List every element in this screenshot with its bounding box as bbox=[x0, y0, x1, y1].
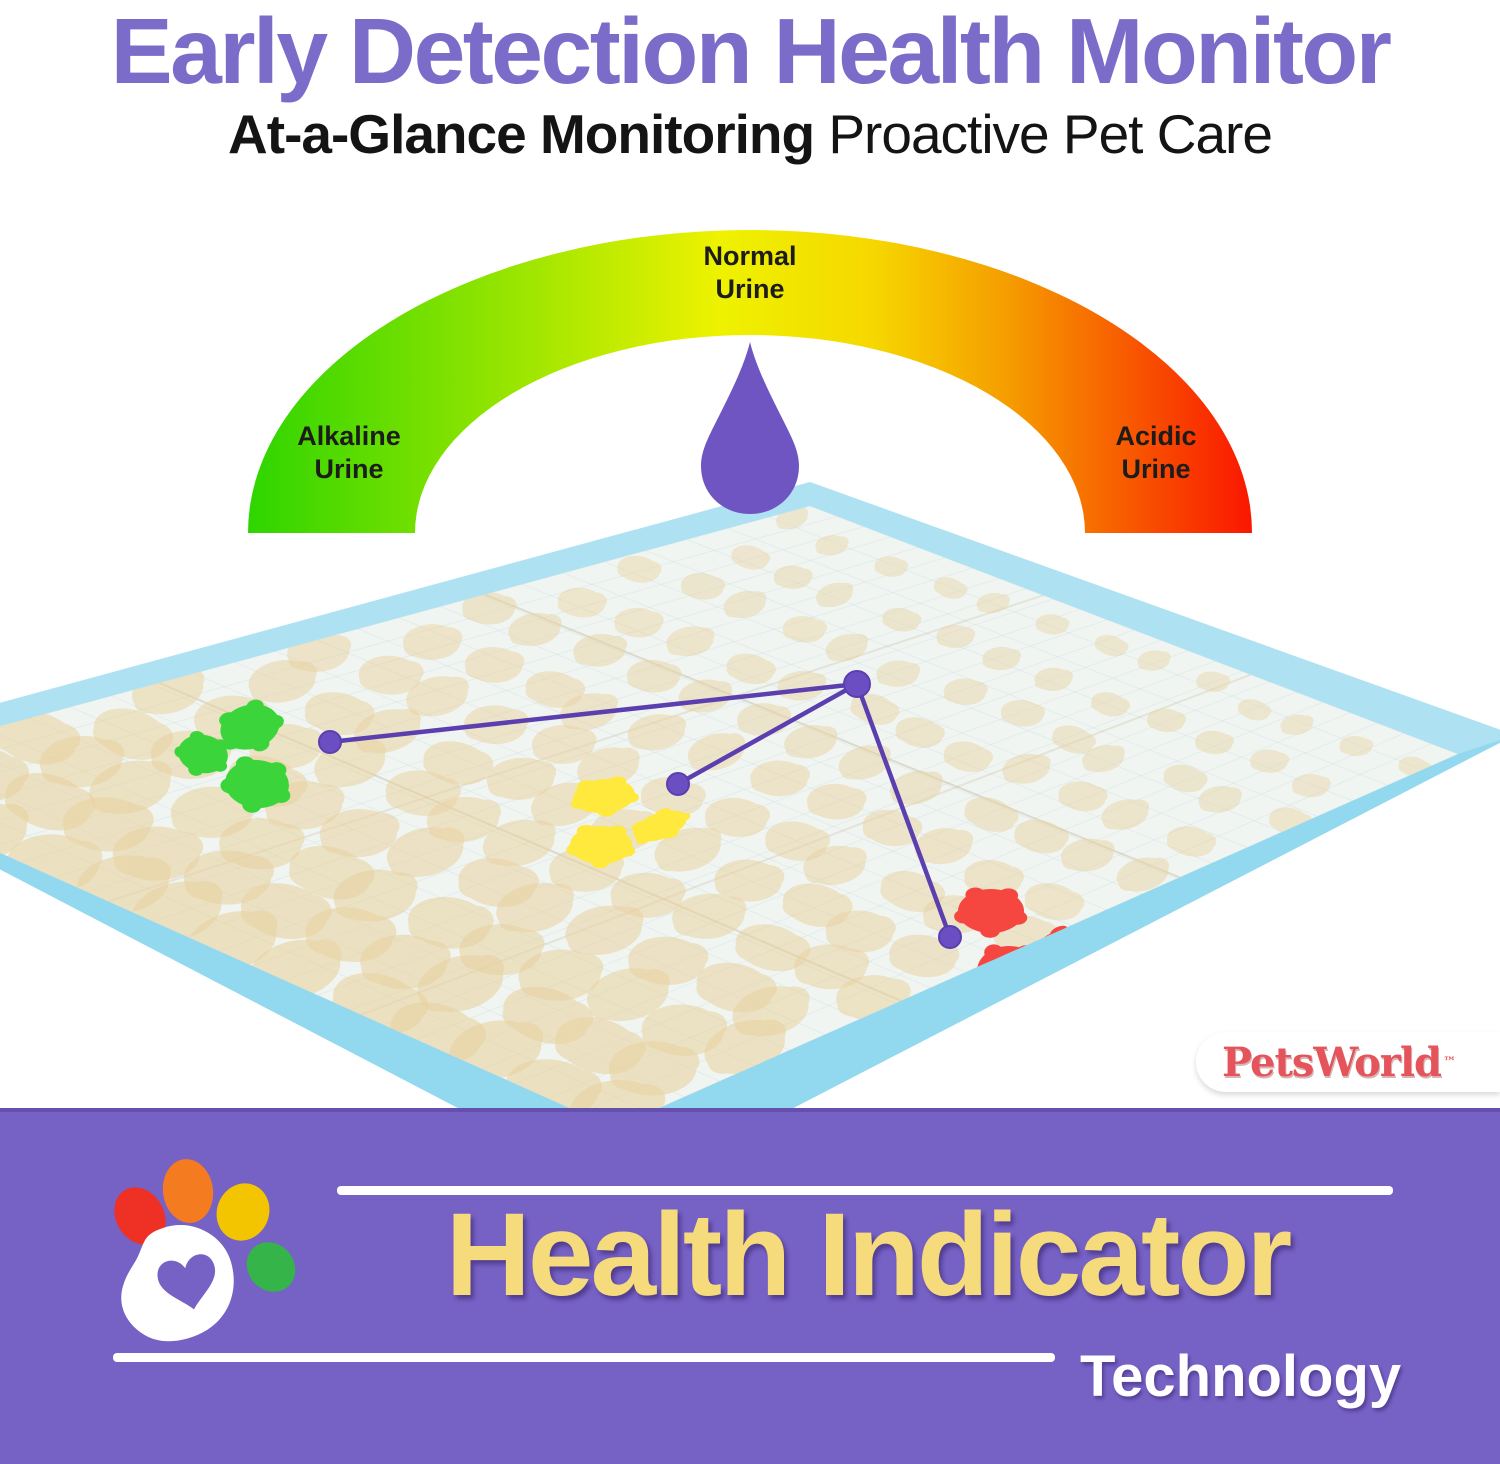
gauge-label-normal: Normal Urine bbox=[703, 241, 797, 304]
page-subtitle: At-a-Glance Monitoring Proactive Pet Car… bbox=[0, 104, 1500, 165]
gauge-arc bbox=[248, 230, 1252, 533]
gauge-label-acidic: Acidic Urine bbox=[1115, 421, 1197, 484]
banner-divider-bottom bbox=[113, 1353, 1055, 1362]
gauge-label-alkaline: Alkaline Urine bbox=[297, 421, 401, 484]
paw-heart-icon bbox=[114, 1159, 296, 1342]
pee-pad bbox=[0, 482, 1500, 1195]
subtitle-regular: Proactive Pet Care bbox=[814, 103, 1273, 165]
page-title: Early Detection Health Monitor bbox=[110, 0, 1392, 103]
banner-subtitle: Technology bbox=[1080, 1344, 1402, 1409]
banner-divider-top bbox=[337, 1186, 1393, 1195]
normal-yellow-spots bbox=[566, 776, 691, 869]
connector-lines bbox=[318, 670, 962, 949]
urine-droplet-icon bbox=[701, 342, 799, 514]
trademark-symbol: ™ bbox=[1443, 1054, 1457, 1070]
subtitle-bold: At-a-Glance Monitoring bbox=[228, 103, 815, 165]
banner-title: Health Indicator bbox=[445, 1189, 1293, 1321]
petsworld-logo: PetsWorld ™ bbox=[1196, 1032, 1500, 1092]
alkaline-green-spots bbox=[174, 699, 291, 813]
petsworld-logo-text: PetsWorld bbox=[1221, 1038, 1442, 1086]
banner bbox=[0, 1108, 1500, 1464]
